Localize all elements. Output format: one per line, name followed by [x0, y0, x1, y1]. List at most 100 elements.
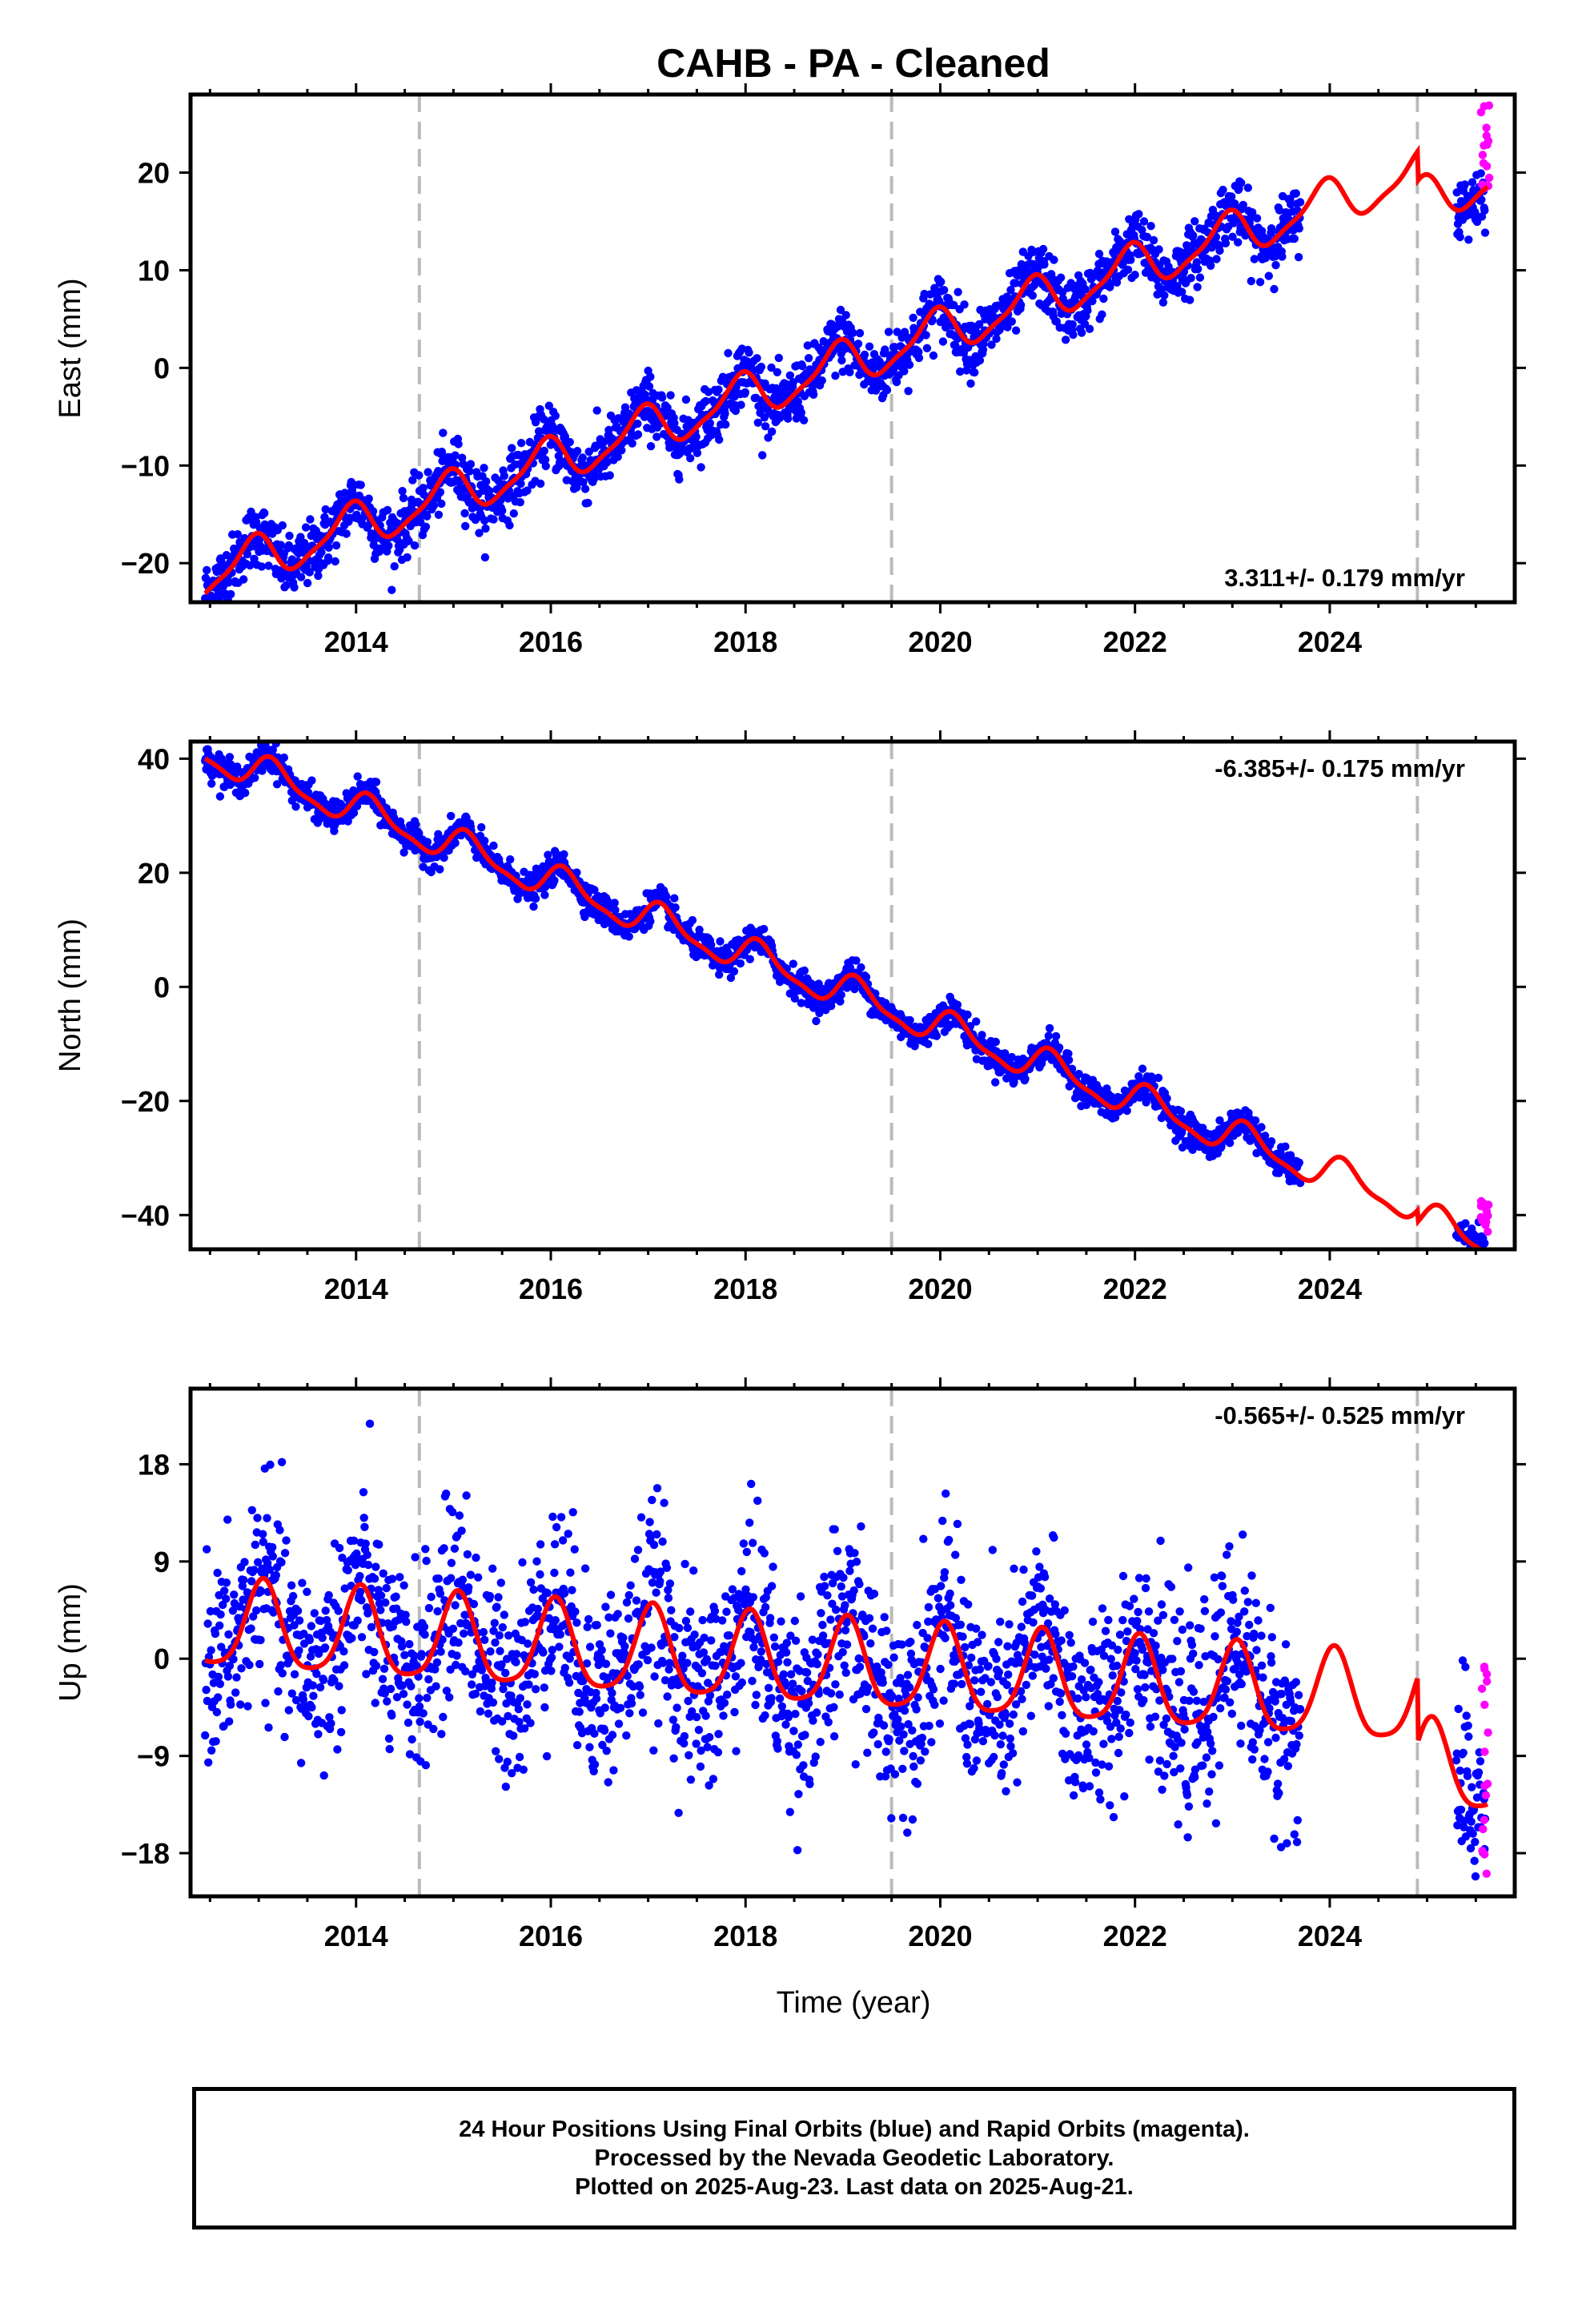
final-orbit-point: [266, 1460, 275, 1470]
final-orbit-point: [383, 1697, 391, 1706]
final-orbit-point: [427, 1592, 436, 1602]
final-orbit-point: [1006, 285, 1015, 295]
final-orbit-point: [432, 1682, 440, 1691]
final-orbit-point: [264, 1723, 273, 1732]
final-orbit-point: [1068, 320, 1077, 329]
final-orbit-point: [263, 1558, 272, 1568]
final-orbit-point: [488, 1698, 498, 1707]
final-orbit-point: [1295, 1158, 1304, 1168]
final-orbit-point: [1178, 287, 1186, 296]
final-orbit-point: [339, 1661, 349, 1670]
final-orbit-point: [675, 475, 684, 484]
final-orbit-point: [1099, 294, 1108, 304]
final-orbit-point: [209, 593, 219, 601]
final-orbit-point: [489, 841, 498, 850]
final-orbit-point: [489, 515, 498, 524]
final-orbit-point: [1122, 1106, 1131, 1116]
final-orbit-point: [686, 454, 695, 463]
final-orbit-point: [347, 1634, 356, 1642]
final-orbit-point: [398, 487, 407, 496]
final-orbit-point: [295, 1616, 304, 1625]
final-orbit-point: [207, 1746, 216, 1755]
final-orbit-point: [1038, 244, 1048, 254]
final-orbit-point: [359, 1488, 368, 1497]
final-orbit-point: [804, 354, 813, 363]
final-orbit-point: [893, 328, 901, 336]
final-orbit-point: [1474, 1259, 1482, 1267]
final-orbit-point: [633, 430, 643, 439]
final-orbit-point: [305, 568, 314, 577]
final-orbit-point: [799, 416, 809, 424]
final-orbit-point: [419, 484, 428, 493]
final-orbit-point: [1064, 1049, 1073, 1059]
final-orbit-point: [319, 1675, 328, 1684]
final-orbit-point: [465, 467, 474, 476]
final-orbit-point: [285, 531, 294, 541]
final-orbit-point: [488, 1679, 496, 1687]
final-orbit-point: [1207, 261, 1215, 270]
x-tick-label: 2018: [713, 625, 777, 658]
final-orbit-point: [349, 808, 359, 818]
final-orbit-point: [307, 1622, 315, 1630]
final-orbit-point: [758, 451, 767, 460]
final-orbit-point: [605, 471, 614, 480]
final-orbit-point: [355, 1587, 365, 1597]
final-orbit-point: [321, 1606, 330, 1615]
final-orbit-point: [831, 372, 840, 380]
y-tick-label: 0: [154, 352, 170, 384]
final-orbit-point: [217, 1642, 226, 1651]
final-orbit-point: [225, 1717, 234, 1726]
final-orbit-point: [753, 354, 761, 363]
final-orbit-point: [278, 1669, 287, 1678]
final-orbit-point: [1264, 271, 1274, 280]
final-orbit-point: [211, 1629, 220, 1638]
final-orbit-point: [202, 1686, 211, 1695]
final-orbit-point: [355, 1571, 364, 1581]
final-orbit-point: [403, 1700, 412, 1709]
final-orbit-point: [404, 537, 413, 545]
final-orbit-point: [352, 1549, 361, 1558]
final-orbit-point: [445, 1693, 454, 1702]
final-orbit-point: [1477, 195, 1486, 204]
final-orbit-point: [850, 984, 859, 994]
final-orbit-point: [924, 1039, 933, 1048]
final-orbit-point: [774, 353, 783, 363]
final-orbit-point: [397, 1642, 407, 1651]
final-orbit-point: [203, 565, 211, 575]
final-orbit-point: [258, 1564, 267, 1573]
final-orbit-point: [724, 348, 733, 358]
final-orbit-point: [357, 1596, 366, 1605]
rapid-orbit-point: [1476, 1212, 1485, 1222]
rapid-orbit-point: [1481, 1220, 1490, 1229]
y-axis-label: North (mm): [54, 919, 87, 1072]
final-orbit-point: [324, 1590, 333, 1600]
final-orbit-point: [1251, 1116, 1260, 1125]
final-orbit-point: [400, 1581, 408, 1590]
final-orbit-point: [1243, 183, 1253, 192]
final-orbit-point: [1215, 246, 1224, 255]
final-orbit-point: [992, 334, 1001, 344]
final-orbit-point: [729, 967, 739, 976]
final-orbit-point: [384, 541, 393, 550]
final-orbit-point: [477, 822, 486, 832]
final-orbit-point: [468, 1680, 476, 1689]
final-orbit-point: [334, 1606, 343, 1615]
final-orbit-point: [207, 779, 216, 788]
y-axis-label: East (mm): [54, 278, 87, 418]
final-orbit-point: [206, 1606, 215, 1616]
final-orbit-point: [773, 368, 781, 376]
y-tick-label: −40: [121, 1199, 170, 1232]
x-tick-label: 2018: [713, 1273, 777, 1305]
final-orbit-point: [303, 1587, 311, 1597]
final-orbit-point: [485, 1591, 495, 1601]
final-orbit-point: [892, 377, 901, 387]
final-orbit-point: [241, 788, 250, 798]
final-orbit-point: [434, 830, 443, 838]
final-orbit-point: [978, 1031, 986, 1039]
final-orbit-point: [1186, 274, 1195, 283]
final-orbit-point: [688, 915, 697, 925]
final-orbit-point: [1158, 298, 1168, 307]
final-orbit-point: [1227, 192, 1236, 201]
final-orbit-point: [325, 1713, 334, 1722]
final-orbit-point: [209, 1679, 219, 1687]
